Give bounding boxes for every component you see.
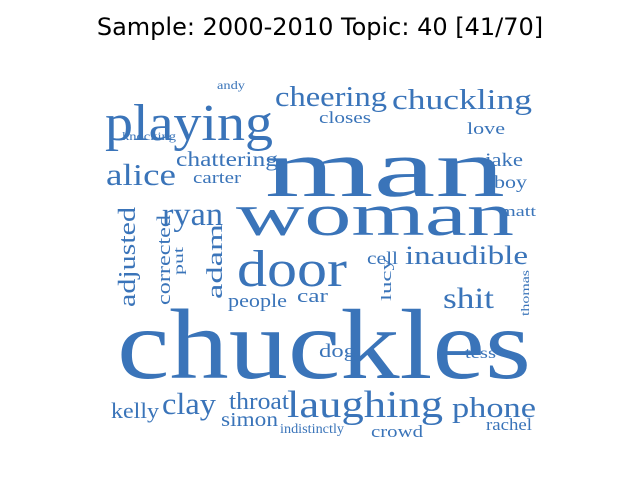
cloud-word: indistinctly — [280, 422, 344, 437]
cloud-word: laughing — [287, 384, 443, 426]
cloud-word: woman — [236, 182, 514, 248]
cloud-word: put — [172, 247, 187, 275]
cloud-word: alice — [106, 157, 176, 192]
cloud-word: ryan — [162, 197, 223, 233]
cloud-word: cheering — [275, 81, 387, 113]
cloud-word: people — [228, 291, 287, 312]
cloud-word: dog — [319, 341, 357, 362]
cloud-word: rachel — [486, 415, 532, 434]
cloud-word: adam — [202, 224, 227, 299]
cloud-word: shit — [443, 282, 495, 315]
cloud-word: playing — [105, 95, 273, 152]
cloud-word: adjusted — [115, 207, 141, 307]
cloud-word: boy — [494, 172, 527, 192]
cloud-word: jake — [484, 150, 523, 171]
cloud-word: clay — [162, 386, 217, 421]
cloud-word: car — [297, 286, 329, 307]
cloud-word: kelly — [111, 398, 159, 423]
cloud-word: man — [265, 123, 505, 214]
cloud-word: thomas — [518, 270, 532, 316]
cloud-word: corrected — [154, 214, 175, 305]
cloud-word: matt — [500, 204, 537, 220]
cloud-word: door — [237, 241, 347, 298]
cloud-word: simon — [221, 409, 278, 431]
cloud-word: knocking — [122, 129, 176, 143]
cloud-word: crowd — [371, 422, 424, 441]
cloud-word: chuckles — [117, 289, 531, 400]
cloud-word: carter — [193, 168, 241, 187]
cloud-word: andy — [217, 78, 245, 92]
cloud-word: love — [467, 119, 505, 138]
cloud-word: lucy — [379, 257, 395, 301]
cloud-word: chattering — [176, 147, 279, 171]
cloud-word: cell — [367, 248, 398, 268]
cloud-word: tess — [465, 345, 496, 362]
cloud-word: closes — [319, 108, 371, 127]
cloud-word: phone — [452, 392, 536, 424]
cloud-word: throat — [229, 389, 289, 415]
figure-title: Sample: 2000-2010 Topic: 40 [41/70] — [96, 13, 544, 41]
cloud-word: inaudible — [405, 241, 528, 270]
cloud-word: chuckling — [392, 84, 532, 116]
